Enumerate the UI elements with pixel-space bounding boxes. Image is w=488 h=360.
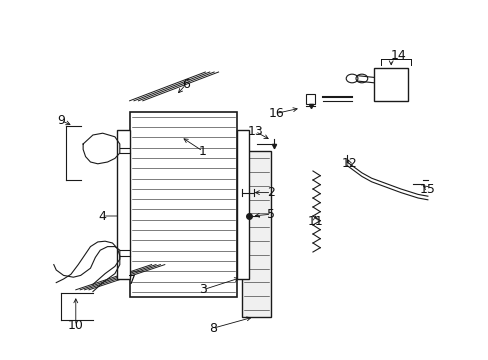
Text: 14: 14 xyxy=(390,49,406,62)
Bar xyxy=(373,68,407,101)
Text: 12: 12 xyxy=(341,157,357,170)
Text: 3: 3 xyxy=(199,283,206,296)
Text: 5: 5 xyxy=(267,208,275,221)
Text: 11: 11 xyxy=(307,215,323,228)
Text: 9: 9 xyxy=(57,114,65,127)
Bar xyxy=(237,130,249,279)
Text: 13: 13 xyxy=(247,125,263,138)
Bar xyxy=(129,112,237,297)
Bar xyxy=(117,130,129,279)
Text: 6: 6 xyxy=(182,78,189,91)
Text: 1: 1 xyxy=(199,145,206,158)
Text: 10: 10 xyxy=(68,319,83,332)
Text: 7: 7 xyxy=(128,274,136,287)
Bar xyxy=(242,151,271,317)
Text: 4: 4 xyxy=(99,210,106,222)
Text: 8: 8 xyxy=(208,322,216,335)
Text: 2: 2 xyxy=(267,186,275,199)
Text: 15: 15 xyxy=(419,183,435,195)
Bar xyxy=(305,94,315,104)
Text: 16: 16 xyxy=(268,107,284,120)
